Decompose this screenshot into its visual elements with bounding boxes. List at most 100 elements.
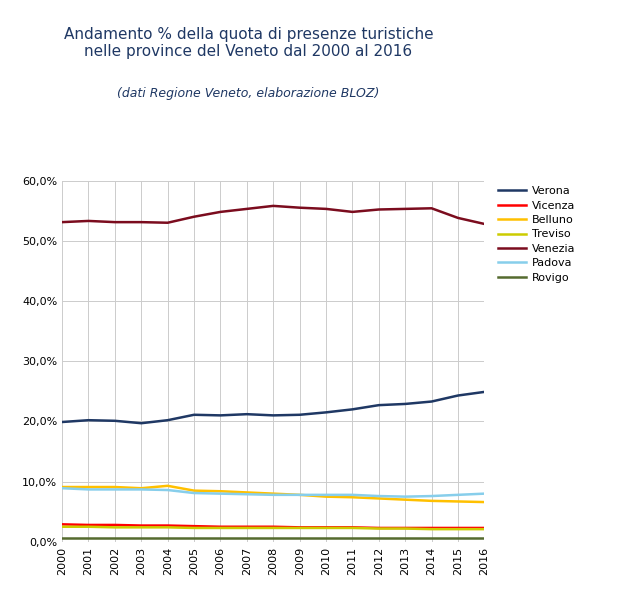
- Treviso: [164, 524, 171, 531]
- Vicenza: [137, 522, 145, 529]
- Belluno: [243, 489, 250, 496]
- Treviso: [243, 524, 250, 532]
- Venezia: [296, 204, 303, 211]
- Treviso: [322, 524, 330, 532]
- Line: Padova: Padova: [62, 488, 484, 497]
- Padova: [84, 486, 92, 493]
- Venezia: [322, 205, 330, 213]
- Padova: [111, 486, 119, 493]
- Padova: [270, 491, 277, 498]
- Rovigo: [243, 534, 250, 541]
- Venezia: [111, 219, 119, 226]
- Verona: [454, 392, 461, 399]
- Verona: [296, 411, 303, 418]
- Padova: [428, 492, 435, 500]
- Vicenza: [296, 524, 303, 531]
- Vicenza: [243, 523, 250, 530]
- Rovigo: [164, 534, 171, 541]
- Venezia: [164, 219, 171, 226]
- Belluno: [270, 490, 277, 497]
- Verona: [217, 412, 224, 419]
- Treviso: [481, 526, 488, 533]
- Belluno: [428, 497, 435, 504]
- Vicenza: [322, 524, 330, 531]
- Rovigo: [270, 534, 277, 541]
- Vicenza: [481, 524, 488, 532]
- Verona: [137, 420, 145, 427]
- Verona: [428, 398, 435, 405]
- Legend: Verona, Vicenza, Belluno, Treviso, Venezia, Padova, Rovigo: Verona, Vicenza, Belluno, Treviso, Venez…: [499, 186, 575, 283]
- Belluno: [111, 483, 119, 491]
- Vicenza: [111, 521, 119, 529]
- Rovigo: [375, 534, 383, 541]
- Rovigo: [401, 534, 409, 541]
- Vicenza: [348, 524, 356, 531]
- Padova: [481, 490, 488, 497]
- Vicenza: [270, 523, 277, 530]
- Verona: [348, 406, 356, 413]
- Belluno: [164, 482, 171, 489]
- Line: Treviso: Treviso: [62, 527, 484, 529]
- Rovigo: [348, 534, 356, 541]
- Line: Vicenza: Vicenza: [62, 524, 484, 528]
- Verona: [84, 417, 92, 424]
- Belluno: [348, 494, 356, 501]
- Treviso: [296, 524, 303, 532]
- Belluno: [84, 483, 92, 491]
- Rovigo: [111, 534, 119, 541]
- Treviso: [84, 523, 92, 530]
- Padova: [296, 491, 303, 498]
- Venezia: [401, 205, 409, 213]
- Verona: [375, 402, 383, 409]
- Belluno: [190, 487, 197, 494]
- Line: Venezia: Venezia: [62, 206, 484, 224]
- Treviso: [137, 524, 145, 531]
- Verona: [58, 418, 66, 426]
- Rovigo: [137, 534, 145, 541]
- Rovigo: [481, 534, 488, 541]
- Padova: [137, 486, 145, 493]
- Rovigo: [296, 534, 303, 541]
- Verona: [322, 409, 330, 416]
- Venezia: [217, 208, 224, 216]
- Padova: [58, 485, 66, 492]
- Belluno: [296, 491, 303, 498]
- Venezia: [270, 202, 277, 209]
- Venezia: [137, 219, 145, 226]
- Line: Verona: Verona: [62, 392, 484, 423]
- Vicenza: [84, 521, 92, 529]
- Venezia: [454, 214, 461, 222]
- Line: Belluno: Belluno: [62, 486, 484, 502]
- Rovigo: [58, 534, 66, 541]
- Treviso: [58, 523, 66, 530]
- Vicenza: [217, 523, 224, 530]
- Padova: [454, 491, 461, 498]
- Venezia: [375, 206, 383, 213]
- Belluno: [481, 498, 488, 506]
- Vicenza: [401, 524, 409, 532]
- Padova: [348, 491, 356, 498]
- Belluno: [401, 496, 409, 503]
- Treviso: [375, 525, 383, 532]
- Venezia: [428, 205, 435, 212]
- Vicenza: [375, 524, 383, 532]
- Vicenza: [164, 522, 171, 529]
- Treviso: [428, 526, 435, 533]
- Rovigo: [428, 534, 435, 541]
- Verona: [481, 388, 488, 396]
- Belluno: [58, 483, 66, 491]
- Treviso: [111, 524, 119, 531]
- Venezia: [243, 205, 250, 213]
- Padova: [164, 486, 171, 494]
- Text: (dati Regione Veneto, elaborazione BLOZ): (dati Regione Veneto, elaborazione BLOZ): [117, 87, 379, 101]
- Belluno: [454, 498, 461, 505]
- Venezia: [190, 213, 197, 220]
- Treviso: [270, 524, 277, 532]
- Verona: [164, 417, 171, 424]
- Padova: [322, 491, 330, 498]
- Treviso: [217, 524, 224, 532]
- Rovigo: [190, 534, 197, 541]
- Verona: [111, 417, 119, 424]
- Treviso: [348, 524, 356, 532]
- Rovigo: [84, 534, 92, 541]
